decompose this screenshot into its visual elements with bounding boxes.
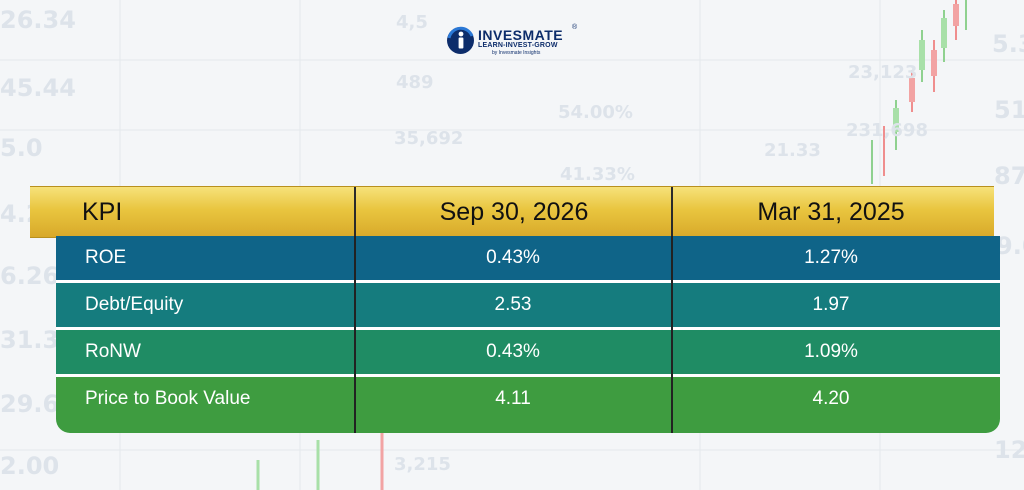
bg-number: 2.00 (0, 452, 60, 480)
row-label: Debt/Equity (85, 294, 184, 315)
table-row: ROE 0.43% 1.27% (56, 236, 1000, 280)
bg-number: 6.26 (0, 262, 60, 290)
header-kpi: KPI (82, 198, 123, 226)
bg-number: 5.35 (992, 30, 1024, 58)
header-sep-30-2026: Sep 30, 2026 (439, 198, 589, 226)
bg-number: 5.0 (0, 134, 43, 162)
row-value-sep-30-2026: 0.43% (486, 247, 540, 268)
bg-number: 41.33% (560, 164, 635, 185)
brand-byline: by Invesmate Insights (492, 50, 541, 56)
row-value-sep-30-2026: 0.43% (486, 341, 540, 362)
bg-number: 12.2 (994, 436, 1024, 464)
bg-number: 4,5 (396, 12, 428, 33)
bg-number: 31.3 (0, 326, 60, 354)
row-value-mar-31-2025: 4.20 (812, 388, 850, 409)
brand-name: INVESMATE (478, 27, 564, 43)
registered-mark: ® (572, 24, 578, 31)
column-divider (354, 236, 356, 433)
kpi-table: KPI Sep 30, 2026 Mar 31, 2025 ROE 0.43% … (30, 186, 1000, 434)
column-divider (354, 187, 356, 237)
bg-number: 23,123 (848, 62, 918, 83)
row-separator (56, 374, 1000, 377)
brand-tagline: LEARN-INVEST-GROW (478, 42, 558, 49)
row-label: RoNW (85, 341, 141, 362)
row-value-sep-30-2026: 4.11 (495, 388, 531, 409)
bg-number: 9.02 (996, 232, 1024, 260)
row-value-mar-31-2025: 1.09% (804, 341, 858, 362)
table-row: RoNW 0.43% 1.09% (56, 330, 1000, 374)
bg-number: 87.9 (994, 162, 1024, 190)
bg-number: 231,698 (846, 120, 928, 141)
row-value-sep-30-2026: 2.53 (494, 294, 532, 315)
row-label: Price to Book Value (85, 388, 251, 409)
brand-logo: INVESMATE ® LEARN-INVEST-GROW by Invesma… (446, 24, 578, 56)
table-row: Debt/Equity 2.53 1.97 (56, 283, 1000, 327)
column-divider (671, 236, 673, 433)
bg-number: 26.34 (0, 6, 76, 34)
header-mar-31-2025: Mar 31, 2025 (757, 198, 905, 226)
row-value-mar-31-2025: 1.27% (804, 247, 858, 268)
info-logo-icon (447, 26, 474, 54)
column-divider (671, 187, 673, 237)
table-row: Price to Book Value 4.11 4.20 (56, 377, 1000, 433)
table-body: ROE 0.43% 1.27% Debt/Equity 2.53 1.97 Ro… (56, 236, 1000, 433)
bg-number: 21.33 (764, 140, 821, 161)
table-header: KPI Sep 30, 2026 Mar 31, 2025 (30, 186, 994, 238)
candlesticks (256, 0, 967, 490)
bg-number: 29.6 (0, 390, 60, 418)
row-label: ROE (85, 247, 127, 268)
bg-number: 54.00% (558, 102, 633, 123)
row-separator (56, 280, 1000, 283)
bg-number: 51.2 (994, 96, 1024, 124)
bg-number: 489 (396, 72, 434, 93)
bg-number: 35,692 (394, 128, 464, 149)
bg-number: 3,215 (394, 454, 451, 475)
row-separator (56, 327, 1000, 330)
bg-number: 45.44 (0, 74, 76, 102)
row-value-mar-31-2025: 1.97 (812, 294, 850, 315)
